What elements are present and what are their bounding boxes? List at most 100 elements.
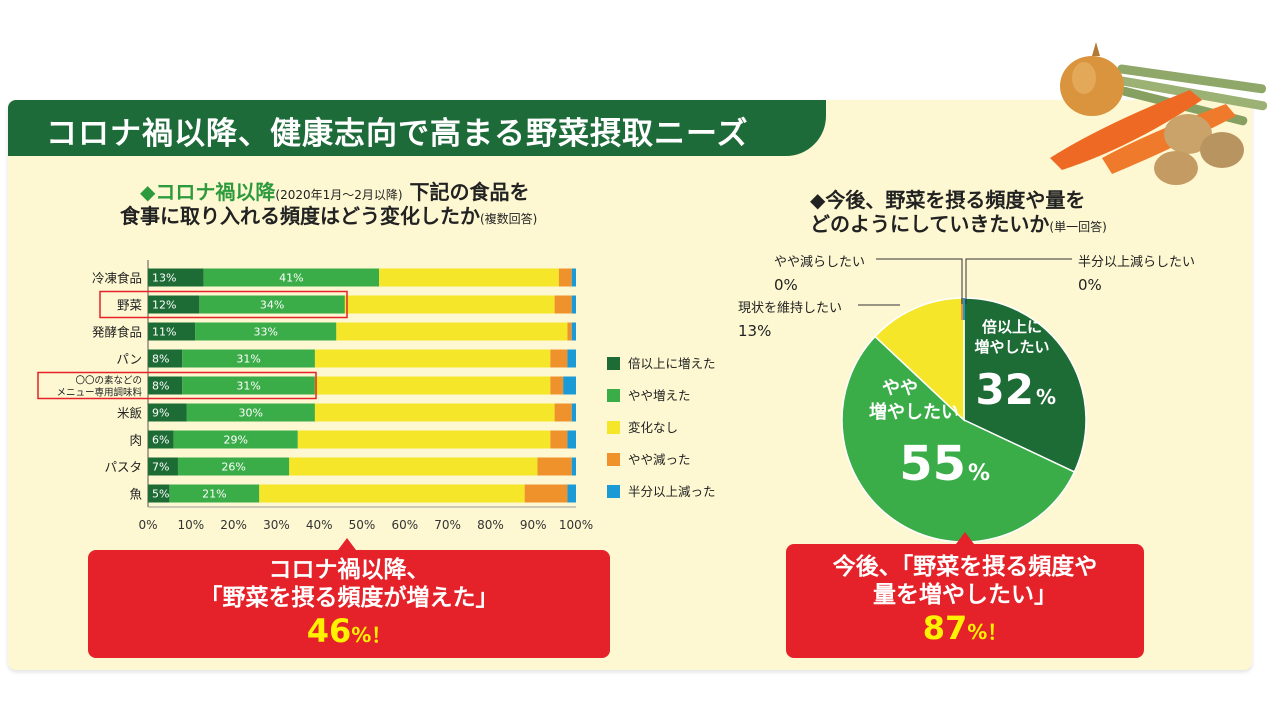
bar-segment — [148, 484, 170, 503]
callout-right-line1: 今後、「野菜を摂る頻度や — [832, 554, 1098, 580]
pie-outside-label: 現状を維持したい — [738, 301, 842, 316]
pie-label-line: 増やしたい — [869, 401, 959, 423]
legend-swatch — [607, 357, 620, 370]
bar-data-label: 8% — [152, 353, 169, 366]
bar-segment — [314, 349, 551, 368]
bar-data-label: 31% — [236, 380, 260, 393]
bar-segment — [550, 430, 568, 449]
bar-data-label: 7% — [152, 461, 169, 474]
title-bar — [8, 100, 826, 156]
onion-icon — [1060, 42, 1124, 116]
x-tick-label: 30% — [263, 518, 290, 532]
callout-left-pointer — [338, 538, 356, 550]
x-tick-label: 20% — [220, 518, 247, 532]
legend-swatch — [607, 421, 620, 434]
bar-data-label: 33% — [253, 326, 277, 339]
pie-value-label: 32 — [976, 365, 1034, 414]
pie-slice — [841, 335, 1076, 543]
bar-segment — [148, 268, 204, 287]
bar-data-label: 5% — [152, 488, 169, 501]
leader-line — [876, 258, 963, 304]
callout-right-suffix: %！ — [967, 620, 1008, 644]
category-label: 発酵食品 — [92, 325, 142, 340]
bar-segment — [173, 430, 298, 449]
bar-segment — [203, 268, 380, 287]
bar-data-label: 41% — [279, 272, 303, 285]
bar-data-label: 31% — [236, 353, 260, 366]
bar-data-label: 29% — [224, 434, 248, 447]
bar-data-label: 34% — [260, 299, 284, 312]
bar-segment — [297, 430, 551, 449]
potato-icon — [1154, 114, 1244, 185]
bar-data-label: 26% — [221, 461, 245, 474]
category-label: パスタ — [104, 460, 142, 475]
bar-data-label: 9% — [152, 407, 169, 420]
bar-segment — [169, 484, 260, 503]
category-label: 米飯 — [117, 406, 143, 421]
category-label: 〇〇の素などの — [75, 375, 142, 387]
bar-segment — [289, 457, 538, 476]
bar-segment — [571, 403, 576, 422]
category-label: パン — [116, 352, 142, 367]
bar-segment — [182, 349, 315, 368]
left-subtitle-line2: 食事に取り入れる頻度はどう変化したか — [120, 204, 480, 228]
bar-segment — [550, 376, 564, 395]
category-label: 魚 — [129, 487, 142, 502]
callout-right: 今後、「野菜を摂る頻度や 量を増やしたい」 87%！ — [786, 532, 1144, 658]
bar-segment — [571, 322, 576, 341]
pie-percent-sign: % — [968, 461, 990, 486]
bar-segment — [314, 403, 555, 422]
pie-slice — [963, 297, 1087, 473]
left-subtitle-tail: 下記の食品を — [409, 180, 530, 204]
x-tick-label: 50% — [349, 518, 376, 532]
callout-left-line1: コロナ禍以降、 — [268, 557, 430, 583]
bar-segment — [148, 457, 178, 476]
bar-data-label: 12% — [152, 299, 176, 312]
legend-swatch — [607, 453, 620, 466]
bar-data-label: 21% — [202, 488, 226, 501]
callout-left-suffix: %！ — [351, 623, 392, 647]
bar-segment — [558, 268, 572, 287]
category-label: 冷凍食品 — [92, 271, 142, 286]
bar-data-label: 13% — [152, 272, 176, 285]
bar-segment — [571, 268, 576, 287]
bar-segment — [571, 457, 576, 476]
bar-segment — [550, 349, 568, 368]
bar-segment — [567, 349, 576, 368]
category-label: 野菜 — [117, 298, 143, 313]
x-tick-label: 100% — [559, 518, 593, 532]
bar-data-label: 6% — [152, 434, 169, 447]
legend-label: やや減った — [628, 452, 691, 467]
right-subtitle-note: (単一回答) — [1049, 220, 1107, 234]
pie-outside-value: 13% — [738, 322, 771, 340]
callout-left-line2: 「野菜を摂る頻度が増えた」 — [199, 585, 499, 611]
callout-right-value: 87 — [922, 609, 968, 647]
pie-outside-value: 0% — [1078, 276, 1102, 294]
bar-segment — [259, 484, 525, 503]
bar-segment — [314, 376, 551, 395]
bar-segment — [567, 322, 572, 341]
callout-left: コロナ禍以降、 「野菜を摂る頻度が増えた」 46%！ — [88, 538, 610, 658]
x-tick-label: 70% — [434, 518, 461, 532]
pie-percent-sign: % — [1036, 385, 1056, 409]
pie-slice — [874, 297, 965, 422]
bar-segment — [148, 376, 183, 395]
pie-value-label: 55 — [899, 436, 966, 492]
bar-segment — [571, 295, 576, 314]
highlight-box — [99, 290, 348, 319]
bar-segment — [186, 403, 315, 422]
left-subtitle-note1: (2020年1月～2月以降) — [275, 188, 403, 202]
x-tick-label: 60% — [391, 518, 418, 532]
bar-segment — [379, 268, 559, 287]
category-label: 肉 — [129, 433, 142, 448]
x-tick-label: 0% — [138, 518, 157, 532]
bar-segment — [148, 430, 174, 449]
pie-slice — [963, 298, 965, 320]
right-subtitle-line1: ◆今後、野菜を摂る頻度や量を — [810, 188, 1086, 212]
vegetables-illustration — [1050, 42, 1268, 185]
bar-segment — [182, 376, 315, 395]
bar-segment — [195, 322, 337, 341]
callout-right-pointer — [956, 532, 974, 544]
pie-outside-label: やや減らしたい — [774, 254, 865, 270]
legend-label: 半分以上減った — [628, 484, 716, 499]
